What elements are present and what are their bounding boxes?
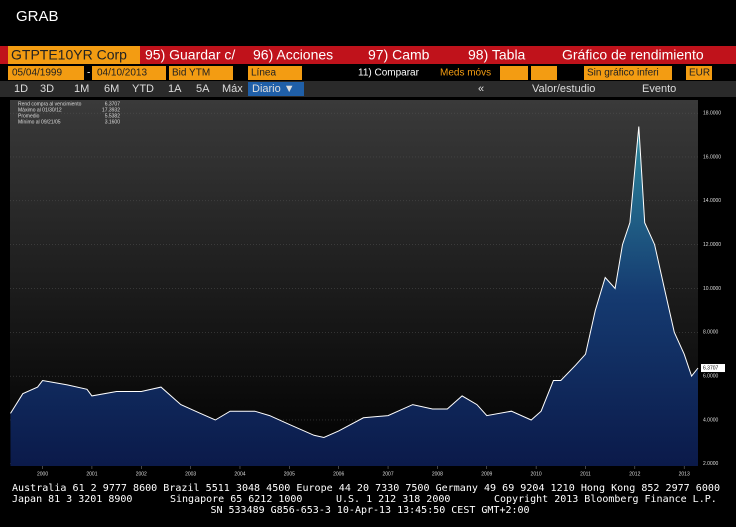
y-tick-label: 10.0000 (703, 286, 721, 292)
field[interactable]: Bid YTM (172, 68, 210, 79)
input-box[interactable] (500, 66, 528, 80)
toolbar-button[interactable]: 97) Camb (368, 47, 430, 63)
study-button[interactable]: Valor/estudio (532, 83, 595, 95)
x-tick-label: 2007 (382, 471, 393, 477)
date-separator: - (87, 68, 90, 79)
toolbar (0, 46, 736, 64)
legend-value: 17.3932 (102, 107, 120, 113)
toolbar-button[interactable]: 98) Tabla (468, 47, 526, 63)
input-box[interactable] (686, 66, 712, 80)
currency[interactable]: EUR (689, 68, 710, 79)
toolbar-button[interactable]: 95) Guardar c/ (145, 47, 235, 63)
period-tab[interactable]: Máx (222, 83, 243, 95)
y-tick-label: 12.0000 (703, 242, 721, 248)
y-tick-label: 2.0000 (703, 461, 719, 467)
line (10, 126, 699, 439)
frequency[interactable]: Diario ▼ (252, 83, 295, 95)
footer-item: Copyright 2013 Bloomberg Finance L.P. (494, 494, 717, 505)
legend-value: 5.5382 (105, 113, 121, 119)
moving-avg-label[interactable]: Meds móvs (440, 68, 491, 79)
input-box[interactable] (8, 66, 84, 80)
x-tick-label: 2010 (531, 471, 542, 477)
input-box[interactable] (248, 66, 302, 80)
y-tick-label: 14.0000 (703, 198, 721, 204)
legend-name: Máximo al 01/30/12 (18, 107, 62, 113)
legend-name: Promedio (18, 113, 40, 119)
collapse[interactable]: « (478, 83, 484, 95)
y-tick-label: 8.0000 (703, 330, 719, 336)
footer-line: SN 533489 G856-653-3 10-Apr-13 13:45:50 … (210, 505, 529, 516)
y-tick-label: 16.0000 (703, 154, 721, 160)
x-tick-label: 2004 (234, 471, 245, 477)
footer-item: Japan 81 3 3201 8900 (12, 494, 132, 505)
x-tick-label: 2000 (37, 471, 48, 477)
event-button[interactable]: Evento (642, 83, 676, 95)
x-tick-label: 2005 (284, 471, 295, 477)
ticker[interactable]: GTPTE10YR Corp (11, 47, 127, 63)
x-tick-label: 2002 (136, 471, 147, 477)
last-value-label: 6.3707 (703, 365, 719, 371)
x-tick-label: 2011 (580, 471, 591, 477)
style[interactable]: Línea (251, 68, 276, 79)
x-tick-label: 2012 (629, 471, 640, 477)
period-tab[interactable]: 1M (74, 83, 89, 95)
input-box[interactable] (531, 66, 557, 80)
legend-value: 6.3707 (105, 101, 121, 107)
period-tab[interactable]: 3D (40, 83, 54, 95)
legend-name: Rend compra al vencimiento (18, 101, 82, 107)
screen-title: Gráfico de rendimiento (562, 47, 704, 63)
footer-item: U.S. 1 212 318 2000 (336, 494, 450, 505)
compare-button[interactable]: 11) Comparar (358, 68, 420, 79)
y-tick-label: 6.0000 (703, 373, 719, 379)
legend-name: Mínimo al 09/21/05 (18, 119, 61, 125)
y-tick-label: 18.0000 (703, 110, 721, 116)
footer-item: Singapore 65 6212 1000 (170, 494, 302, 505)
chart: 2.0000 4.0000 6.0000 8.0000 10.0000 12.0000 14… (10, 101, 725, 477)
app-title: GRAB (16, 8, 59, 25)
end-date[interactable]: 04/10/2013 (97, 68, 147, 79)
legend-value: 3.1600 (105, 119, 121, 125)
x-tick-label: 2008 (432, 471, 443, 477)
selected-tab[interactable] (248, 82, 304, 96)
input-box[interactable] (169, 66, 233, 80)
x-tick-label: 2001 (86, 471, 97, 477)
x-tick-label: 2013 (679, 471, 690, 477)
x-tick-label: 2009 (481, 471, 492, 477)
toolbar-button[interactable]: 96) Acciones (253, 47, 333, 63)
period-tab[interactable]: 6M (104, 83, 119, 95)
x-tick-label: 2003 (185, 471, 196, 477)
period-tabs: 1D 3D 1M 6M YTD 1A 5A Máx (14, 83, 243, 95)
area (10, 126, 699, 466)
input-box[interactable] (584, 66, 672, 80)
y-tick-label: 4.0000 (703, 417, 719, 423)
start-date[interactable]: 05/04/1999 (12, 68, 62, 79)
footer-line: Australia 61 2 9777 8600 Brazil 5511 304… (12, 483, 720, 494)
period-tab[interactable]: 1D (14, 83, 28, 95)
x-tick-label: 2006 (333, 471, 344, 477)
tab-bar (0, 81, 736, 97)
lower-chart[interactable]: Sin gráfico inferi (587, 68, 659, 79)
last-value-box (701, 364, 725, 373)
period-tab[interactable]: YTD (132, 83, 154, 95)
period-tab[interactable]: 5A (196, 83, 210, 95)
ticker-box[interactable] (8, 46, 140, 64)
input-box[interactable] (92, 66, 166, 80)
period-tab[interactable]: 1A (168, 83, 182, 95)
